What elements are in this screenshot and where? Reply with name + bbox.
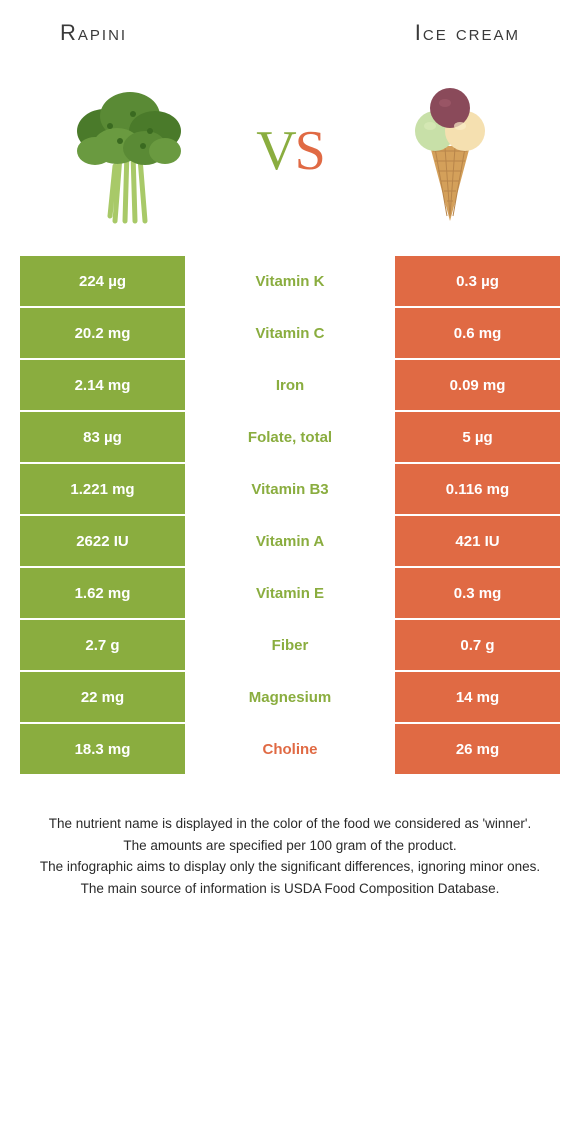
cell-right-value: 5 µg <box>395 412 560 462</box>
cell-right-value: 0.3 mg <box>395 568 560 618</box>
cell-nutrient-name: Vitamin B3 <box>185 464 395 514</box>
cell-left-value: 2.14 mg <box>20 360 185 410</box>
cell-left-value: 83 µg <box>20 412 185 462</box>
cell-nutrient-name: Vitamin E <box>185 568 395 618</box>
table-row: 20.2 mgVitamin C0.6 mg <box>20 308 560 358</box>
footnote-line: The nutrient name is displayed in the co… <box>30 814 550 834</box>
table-row: 2622 IUVitamin A421 IU <box>20 516 560 566</box>
cell-nutrient-name: Vitamin C <box>185 308 395 358</box>
cell-nutrient-name: Iron <box>185 360 395 410</box>
vs-v: V <box>256 120 294 182</box>
food-title-left: Rapini <box>60 20 127 46</box>
footnote-line: The main source of information is USDA F… <box>30 879 550 899</box>
cell-right-value: 0.3 µg <box>395 256 560 306</box>
footnote-line: The amounts are specified per 100 gram o… <box>30 836 550 856</box>
vs-s: S <box>295 120 324 182</box>
table-row: 22 mgMagnesium14 mg <box>20 672 560 722</box>
cell-nutrient-name: Folate, total <box>185 412 395 462</box>
cell-nutrient-name: Choline <box>185 724 395 774</box>
cell-right-value: 0.6 mg <box>395 308 560 358</box>
table-row: 18.3 mgCholine26 mg <box>20 724 560 774</box>
table-row: 1.62 mgVitamin E0.3 mg <box>20 568 560 618</box>
cell-right-value: 0.7 g <box>395 620 560 670</box>
table-row: 83 µgFolate, total5 µg <box>20 412 560 462</box>
cell-nutrient-name: Magnesium <box>185 672 395 722</box>
table-row: 2.14 mgIron0.09 mg <box>20 360 560 410</box>
rapini-icon <box>55 76 205 226</box>
rapini-image <box>55 76 205 226</box>
nutrient-table: 224 µgVitamin K0.3 µg20.2 mgVitamin C0.6… <box>20 256 560 774</box>
cell-nutrient-name: Fiber <box>185 620 395 670</box>
cell-left-value: 18.3 mg <box>20 724 185 774</box>
cell-right-value: 0.09 mg <box>395 360 560 410</box>
cell-right-value: 421 IU <box>395 516 560 566</box>
cell-right-value: 26 mg <box>395 724 560 774</box>
cell-left-value: 1.62 mg <box>20 568 185 618</box>
footnote-line: The infographic aims to display only the… <box>30 857 550 877</box>
cell-left-value: 20.2 mg <box>20 308 185 358</box>
cell-nutrient-name: Vitamin K <box>185 256 395 306</box>
cell-left-value: 2.7 g <box>20 620 185 670</box>
header: Rapini Ice cream <box>0 0 580 56</box>
images-row: VS <box>0 56 580 256</box>
vs-label: VS <box>256 119 324 183</box>
cell-left-value: 1.221 mg <box>20 464 185 514</box>
food-title-right: Ice cream <box>415 20 520 46</box>
table-row: 224 µgVitamin K0.3 µg <box>20 256 560 306</box>
icecream-icon <box>395 76 505 226</box>
table-row: 1.221 mgVitamin B30.116 mg <box>20 464 560 514</box>
cell-nutrient-name: Vitamin A <box>185 516 395 566</box>
footnotes: The nutrient name is displayed in the co… <box>30 814 550 898</box>
table-row: 2.7 gFiber0.7 g <box>20 620 560 670</box>
cell-right-value: 14 mg <box>395 672 560 722</box>
cell-left-value: 224 µg <box>20 256 185 306</box>
cell-left-value: 2622 IU <box>20 516 185 566</box>
cell-left-value: 22 mg <box>20 672 185 722</box>
cell-right-value: 0.116 mg <box>395 464 560 514</box>
icecream-image <box>375 76 525 226</box>
